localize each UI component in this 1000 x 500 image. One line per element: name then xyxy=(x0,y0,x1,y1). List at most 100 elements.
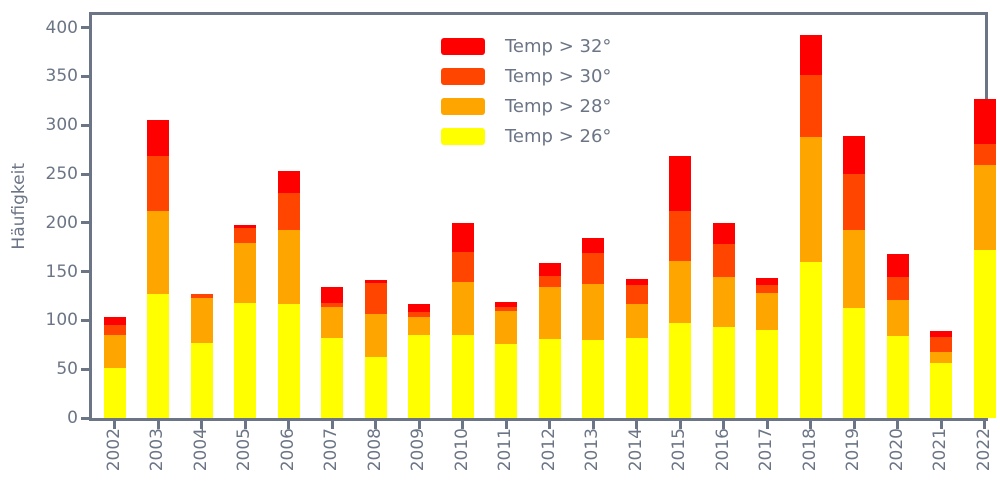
bar-segment-2007-s3 xyxy=(321,287,343,303)
x-tick-mark xyxy=(374,421,377,429)
bar-segment-2022-s2 xyxy=(973,144,996,165)
y-tick-label: 400 xyxy=(45,17,78,38)
y-tick-mark xyxy=(81,270,89,274)
x-tick-mark xyxy=(156,421,160,429)
bar-segment-2003-s1 xyxy=(147,211,169,294)
legend-row-temp32: Temp > 32° xyxy=(441,31,611,61)
bar-segment-2010-s3 xyxy=(451,223,474,252)
x-tick-label-2014: 2014 xyxy=(625,428,646,472)
x-tick-label-2012: 2012 xyxy=(538,428,559,472)
y-tick-mark xyxy=(81,367,89,371)
x-tick-mark xyxy=(330,421,334,429)
bar-segment-2008-s0 xyxy=(364,357,387,418)
x-tick-label-2008: 2008 xyxy=(364,428,385,472)
bar-segment-2014-s1 xyxy=(625,304,648,338)
bar-segment-2011-s3 xyxy=(495,302,517,307)
bar-segment-2002-s3 xyxy=(103,317,126,325)
legend-row-temp26: Temp > 26° xyxy=(441,121,611,151)
y-tick-label: 100 xyxy=(45,310,78,331)
x-tick-mark xyxy=(287,421,290,429)
legend-swatch-temp26 xyxy=(441,127,485,145)
x-tick-mark xyxy=(417,421,421,429)
bar-segment-2017-s3 xyxy=(756,278,778,285)
x-tick-mark xyxy=(765,421,769,429)
bar-segment-2022-s1 xyxy=(973,165,996,250)
legend-swatch-temp30 xyxy=(441,67,485,85)
bar-segment-2014-s0 xyxy=(625,338,648,418)
x-tick-mark xyxy=(852,421,856,429)
bar-segment-2022-s0 xyxy=(973,250,996,418)
bar-segment-2008-s2 xyxy=(364,283,387,314)
legend-swatch-temp28 xyxy=(441,97,485,115)
bar-segment-2010-s0 xyxy=(451,335,474,418)
bar-segment-2018-s0 xyxy=(799,262,822,418)
bar-segment-2009-s1 xyxy=(408,317,430,335)
bar-segment-2009-s0 xyxy=(408,335,430,418)
bar-segment-2013-s0 xyxy=(582,340,604,418)
x-tick-mark xyxy=(809,421,812,429)
bar-segment-2008-s3 xyxy=(364,280,387,283)
x-tick-label-2019: 2019 xyxy=(843,428,863,472)
x-tick-label-2003: 2003 xyxy=(147,428,167,472)
legend-swatch-temp32 xyxy=(441,37,485,55)
bar-segment-2017-s1 xyxy=(756,293,778,330)
x-tick-mark xyxy=(243,421,247,429)
bar-segment-2016-s0 xyxy=(712,327,735,418)
x-tick-label-2020: 2020 xyxy=(886,428,907,472)
bar-segment-2003-s3 xyxy=(147,120,169,156)
legend-label-temp32: Temp > 32° xyxy=(505,35,612,57)
y-tick-mark xyxy=(81,123,89,127)
bar-segment-2009-s2 xyxy=(408,312,430,317)
bar-segment-2006-s2 xyxy=(277,193,300,230)
x-tick-label-2009: 2009 xyxy=(408,428,428,472)
y-tick-mark xyxy=(81,416,89,420)
bar-segment-2005-s3 xyxy=(234,225,256,228)
bar-segment-2002-s1 xyxy=(103,335,126,368)
bar-segment-2011-s0 xyxy=(495,344,517,418)
bar-segment-2018-s1 xyxy=(799,137,822,262)
bar-segment-2022-s3 xyxy=(973,99,996,144)
legend-row-temp28: Temp > 28° xyxy=(441,91,611,121)
bar-segment-2007-s0 xyxy=(321,338,343,418)
x-tick-mark xyxy=(939,421,943,429)
bar-segment-2020-s0 xyxy=(886,336,909,418)
bar-segment-2007-s1 xyxy=(321,307,343,338)
x-tick-label-2005: 2005 xyxy=(234,428,254,472)
bar-segment-2006-s3 xyxy=(277,171,300,193)
y-tick-mark xyxy=(81,26,89,30)
x-tick-label-2015: 2015 xyxy=(669,428,689,472)
x-tick-mark xyxy=(678,421,682,429)
bar-segment-2018-s3 xyxy=(799,35,822,75)
x-tick-label-2002: 2002 xyxy=(103,428,124,472)
x-tick-mark xyxy=(504,421,508,429)
bar-segment-2016-s1 xyxy=(712,277,735,327)
bar-segment-2005-s2 xyxy=(234,228,256,243)
bar-segment-2010-s1 xyxy=(451,282,474,335)
y-tick-label: 50 xyxy=(56,359,78,380)
x-tick-mark xyxy=(983,421,986,429)
bar-segment-2008-s1 xyxy=(364,314,387,357)
x-tick-label-2010: 2010 xyxy=(451,428,472,472)
bar-segment-2015-s0 xyxy=(669,323,691,418)
bar-segment-2004-s2 xyxy=(190,294,213,298)
legend: Temp > 32° Temp > 30° Temp > 28° Temp > … xyxy=(441,31,611,151)
x-tick-mark xyxy=(461,421,464,429)
x-tick-label-2013: 2013 xyxy=(582,428,602,472)
bar-segment-2021-s2 xyxy=(930,337,952,352)
bar-segment-2004-s0 xyxy=(190,343,213,418)
x-tick-label-2022: 2022 xyxy=(973,428,994,472)
bar-segment-2007-s2 xyxy=(321,303,343,307)
legend-label-temp26: Temp > 26° xyxy=(505,125,612,147)
x-tick-label-2007: 2007 xyxy=(321,428,341,472)
bar-segment-2012-s3 xyxy=(538,263,561,276)
bar-segment-2009-s3 xyxy=(408,304,430,312)
x-tick-label-2021: 2021 xyxy=(930,428,950,472)
bar-segment-2004-s1 xyxy=(190,298,213,343)
bar-segment-2015-s2 xyxy=(669,211,691,261)
x-tick-label-2018: 2018 xyxy=(799,428,820,472)
x-tick-label-2011: 2011 xyxy=(495,428,515,472)
bar-segment-2016-s3 xyxy=(712,223,735,244)
bar-segment-2012-s2 xyxy=(538,276,561,287)
bar-segment-2019-s1 xyxy=(843,230,865,308)
y-tick-mark xyxy=(81,172,89,176)
